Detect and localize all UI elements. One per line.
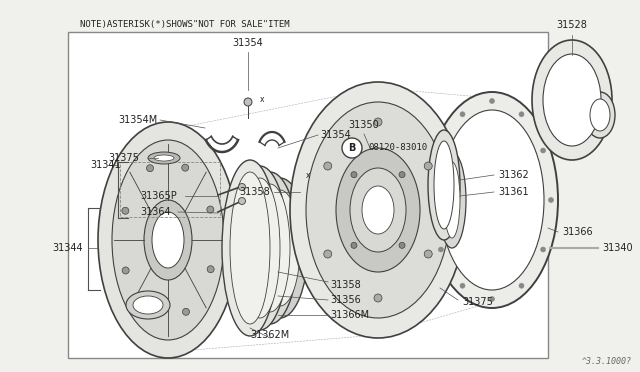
Circle shape bbox=[541, 247, 545, 252]
Ellipse shape bbox=[152, 212, 184, 268]
Ellipse shape bbox=[438, 152, 466, 248]
Circle shape bbox=[519, 283, 524, 288]
Circle shape bbox=[207, 206, 214, 213]
Text: NOTE)ASTERISK(*)SHOWS"NOT FOR SALE"ITEM: NOTE)ASTERISK(*)SHOWS"NOT FOR SALE"ITEM bbox=[80, 20, 290, 29]
Circle shape bbox=[519, 112, 524, 117]
Circle shape bbox=[460, 283, 465, 288]
Circle shape bbox=[207, 266, 214, 273]
Circle shape bbox=[342, 138, 362, 158]
Text: ^3.3.1000?: ^3.3.1000? bbox=[582, 357, 632, 366]
Circle shape bbox=[351, 171, 357, 178]
Circle shape bbox=[548, 198, 554, 202]
Text: 31341: 31341 bbox=[90, 160, 120, 170]
Text: 31365P: 31365P bbox=[140, 191, 177, 201]
Ellipse shape bbox=[543, 54, 601, 146]
Ellipse shape bbox=[252, 178, 308, 318]
Text: 31350: 31350 bbox=[349, 120, 380, 130]
Ellipse shape bbox=[290, 82, 466, 338]
Circle shape bbox=[438, 247, 444, 252]
Text: 31362M: 31362M bbox=[250, 330, 290, 340]
Ellipse shape bbox=[336, 148, 420, 272]
Circle shape bbox=[351, 242, 357, 248]
Text: 31364: 31364 bbox=[140, 207, 171, 217]
Circle shape bbox=[182, 308, 189, 315]
Text: 31354: 31354 bbox=[320, 130, 351, 140]
Ellipse shape bbox=[428, 130, 460, 240]
Ellipse shape bbox=[222, 160, 278, 336]
Ellipse shape bbox=[250, 184, 290, 312]
Circle shape bbox=[431, 198, 435, 202]
Circle shape bbox=[122, 267, 129, 274]
Circle shape bbox=[490, 99, 495, 103]
Circle shape bbox=[460, 112, 465, 117]
Circle shape bbox=[374, 118, 382, 126]
Text: 31358: 31358 bbox=[330, 280, 361, 290]
Ellipse shape bbox=[232, 166, 288, 330]
Circle shape bbox=[399, 171, 405, 178]
Ellipse shape bbox=[98, 122, 238, 358]
Ellipse shape bbox=[440, 110, 544, 290]
Text: B: B bbox=[348, 143, 356, 153]
Text: x: x bbox=[306, 170, 310, 180]
Ellipse shape bbox=[154, 155, 174, 161]
Ellipse shape bbox=[306, 102, 450, 318]
Ellipse shape bbox=[144, 200, 192, 280]
Circle shape bbox=[147, 309, 154, 316]
Ellipse shape bbox=[362, 186, 394, 234]
Text: 31344: 31344 bbox=[52, 243, 83, 253]
Ellipse shape bbox=[240, 178, 280, 318]
Circle shape bbox=[424, 250, 432, 258]
Text: 31340: 31340 bbox=[602, 243, 632, 253]
Circle shape bbox=[541, 148, 545, 153]
Circle shape bbox=[147, 165, 154, 172]
Text: 31354: 31354 bbox=[232, 38, 264, 48]
Text: 31366: 31366 bbox=[562, 227, 593, 237]
Text: 31528: 31528 bbox=[557, 20, 588, 30]
Ellipse shape bbox=[260, 190, 300, 306]
Circle shape bbox=[374, 294, 382, 302]
Circle shape bbox=[244, 98, 252, 106]
Ellipse shape bbox=[112, 140, 224, 340]
Ellipse shape bbox=[242, 172, 298, 324]
Ellipse shape bbox=[350, 168, 406, 252]
Circle shape bbox=[399, 242, 405, 248]
Ellipse shape bbox=[532, 40, 612, 160]
Ellipse shape bbox=[426, 92, 558, 308]
Text: 31366M: 31366M bbox=[330, 310, 369, 320]
Text: 31361: 31361 bbox=[498, 187, 529, 197]
Ellipse shape bbox=[434, 141, 454, 229]
Circle shape bbox=[324, 162, 332, 170]
Text: x: x bbox=[260, 96, 264, 105]
Circle shape bbox=[239, 183, 246, 190]
Ellipse shape bbox=[230, 172, 270, 324]
Text: 31356: 31356 bbox=[330, 295, 361, 305]
Circle shape bbox=[239, 198, 246, 205]
Ellipse shape bbox=[444, 162, 460, 238]
Text: 31375: 31375 bbox=[108, 153, 139, 163]
Circle shape bbox=[122, 207, 129, 214]
Circle shape bbox=[438, 148, 444, 153]
Ellipse shape bbox=[590, 99, 610, 131]
Circle shape bbox=[424, 162, 432, 170]
Text: 08120-83010: 08120-83010 bbox=[368, 144, 427, 153]
Bar bbox=[120, 162, 220, 217]
Ellipse shape bbox=[126, 291, 170, 319]
Ellipse shape bbox=[585, 92, 615, 138]
Circle shape bbox=[182, 164, 189, 171]
Circle shape bbox=[324, 250, 332, 258]
Ellipse shape bbox=[133, 296, 163, 314]
Bar bbox=[68, 32, 548, 358]
Ellipse shape bbox=[148, 152, 180, 164]
Text: 31358: 31358 bbox=[239, 187, 270, 197]
Text: 31362: 31362 bbox=[498, 170, 529, 180]
Text: 31354M: 31354M bbox=[118, 115, 157, 125]
Text: 31375: 31375 bbox=[462, 297, 493, 307]
Circle shape bbox=[490, 296, 495, 301]
